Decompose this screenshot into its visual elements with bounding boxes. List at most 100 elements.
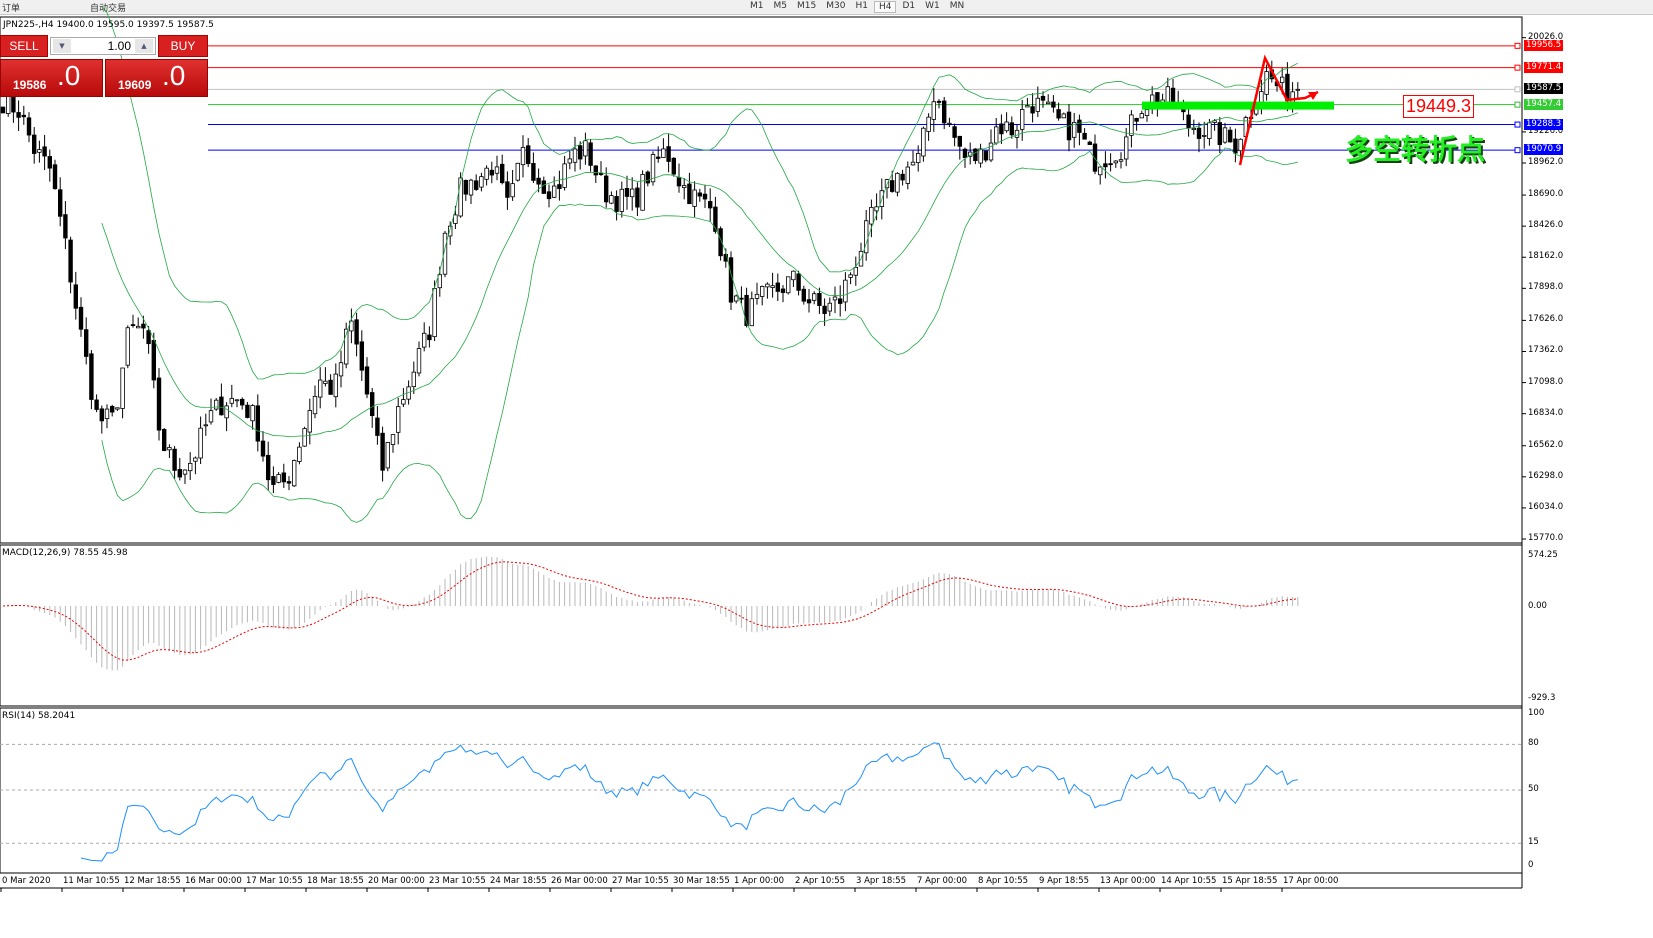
volume-stepper[interactable]: ▼ 1.00 ▲ xyxy=(50,37,156,55)
candle xyxy=(421,332,427,348)
macd-axis-label: 574.25 xyxy=(1528,550,1558,560)
level-handle xyxy=(1514,147,1521,154)
candle xyxy=(666,146,671,162)
auto-trading-button[interactable]: 自动交易 xyxy=(90,3,127,14)
candle xyxy=(1191,127,1196,131)
candle xyxy=(297,446,302,462)
turning-point-label: 多空转折点 xyxy=(1345,133,1486,166)
red-arrow-drawing xyxy=(1238,54,1319,166)
candle xyxy=(224,405,229,419)
arrow-head xyxy=(1308,92,1318,100)
time-axis-label: 26 Mar 00:00 xyxy=(551,876,608,886)
candle xyxy=(848,274,853,278)
candle xyxy=(936,100,942,103)
volume-increase-button[interactable]: ▲ xyxy=(135,39,153,53)
buy-price: 19609 xyxy=(118,78,152,92)
level-price-tag: 19956.5 xyxy=(1524,39,1564,51)
candle xyxy=(37,149,42,153)
candle xyxy=(775,282,780,292)
macd-axis-label: -929.3 xyxy=(1528,693,1556,703)
candle xyxy=(822,305,827,314)
candle xyxy=(161,429,167,451)
candle xyxy=(796,273,801,291)
candle xyxy=(390,434,396,445)
candle xyxy=(94,399,99,410)
price-axis-label: 16034.0 xyxy=(1528,501,1564,512)
time-axis-label: 15 Apr 18:55 xyxy=(1222,876,1278,886)
candle xyxy=(900,173,905,181)
candle xyxy=(447,225,453,237)
candle xyxy=(1212,120,1217,123)
price-axis-label: 17898.0 xyxy=(1528,282,1564,293)
candle xyxy=(931,101,936,120)
candle xyxy=(276,474,281,483)
timeframe-m30[interactable]: M30 xyxy=(826,1,846,11)
candle xyxy=(1124,136,1129,160)
candle xyxy=(375,417,380,436)
timeframe-d1[interactable]: D1 xyxy=(902,1,916,11)
candle xyxy=(1264,71,1269,95)
volume-input[interactable]: 1.00 xyxy=(107,39,131,53)
buy-price-fraction: .0 xyxy=(162,60,186,91)
timeframe-h4[interactable]: H4 xyxy=(873,1,897,13)
candle xyxy=(593,165,598,176)
candle xyxy=(780,288,786,293)
sell-button[interactable]: SELL xyxy=(0,35,48,57)
candle xyxy=(26,117,32,136)
candle xyxy=(458,177,463,217)
candle xyxy=(526,145,531,165)
candle xyxy=(312,395,318,415)
candle xyxy=(552,185,557,198)
candle xyxy=(302,428,307,447)
candle xyxy=(1009,122,1014,136)
volume-decrease-button[interactable]: ▼ xyxy=(53,39,71,53)
sell-price-button[interactable]: 19586 .0 xyxy=(0,59,103,97)
buy-button[interactable]: BUY xyxy=(158,35,208,57)
candle xyxy=(988,142,994,161)
candle xyxy=(515,162,520,181)
candle xyxy=(1207,122,1212,139)
candle xyxy=(1202,135,1207,137)
buy-price-button[interactable]: 19609 .0 xyxy=(105,59,208,97)
candle xyxy=(442,232,448,275)
candle xyxy=(333,373,338,398)
candle xyxy=(905,166,910,184)
candle xyxy=(957,135,962,147)
candle xyxy=(827,302,832,312)
candle xyxy=(104,408,110,419)
timeframe-mn[interactable]: MN xyxy=(949,1,965,11)
time-axis-label: 9 Apr 18:55 xyxy=(1039,876,1090,886)
candle xyxy=(817,292,822,306)
candle xyxy=(328,379,333,395)
candle xyxy=(89,353,94,400)
candle xyxy=(219,396,224,416)
candle xyxy=(869,206,874,225)
toolbar: 订单 自动交易 M1 M5 M15 M30 H1 H4 D1 W1 MN xyxy=(0,0,1653,15)
new-order-button[interactable]: 订单 xyxy=(2,3,21,14)
price-axis-label: 17098.0 xyxy=(1528,376,1564,387)
level-handle xyxy=(1514,121,1521,128)
candle xyxy=(1098,166,1103,176)
candle xyxy=(1139,113,1144,119)
timeframe-w1[interactable]: W1 xyxy=(925,1,940,11)
candle xyxy=(739,297,744,300)
candle xyxy=(364,366,370,395)
candle xyxy=(343,328,349,365)
candle xyxy=(1082,132,1087,140)
timeframe-h1[interactable]: H1 xyxy=(855,1,868,11)
timeframe-m5[interactable]: M5 xyxy=(773,1,788,11)
candle xyxy=(1186,114,1191,129)
candle xyxy=(63,214,68,239)
candle xyxy=(380,432,385,471)
candle xyxy=(73,284,78,309)
time-axis-label: 0 Mar 2020 xyxy=(2,876,51,886)
candle xyxy=(291,460,297,487)
candle xyxy=(1030,106,1035,114)
candle xyxy=(588,142,593,166)
timeframe-m1[interactable]: M1 xyxy=(750,1,764,11)
timeframe-m15[interactable]: M15 xyxy=(797,1,817,11)
candle xyxy=(983,150,988,161)
candle xyxy=(68,239,73,283)
candle xyxy=(369,392,375,417)
